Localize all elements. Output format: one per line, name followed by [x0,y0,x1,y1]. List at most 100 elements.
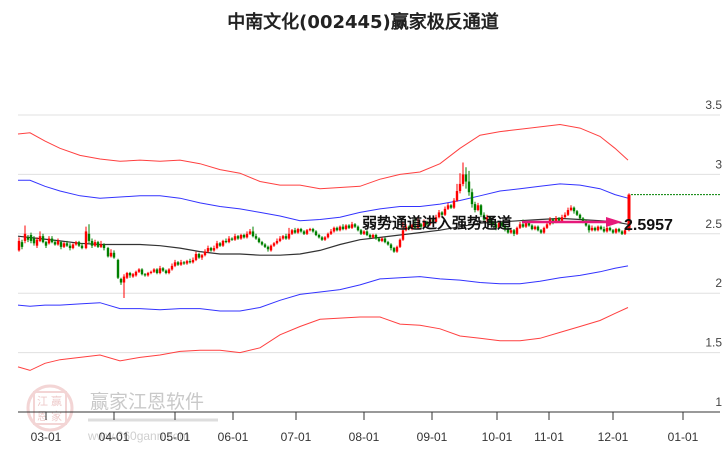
candle [87,233,91,241]
y-tick-label: 1.5 [705,336,722,350]
candle [23,233,27,241]
candle [335,227,339,231]
candle [185,261,189,264]
candle [116,259,120,278]
watermark-url: www.360gann.com [87,429,189,443]
candle [620,231,624,234]
watermark-logo-icon: 江 赢 恩 家 [26,384,74,432]
candle [32,238,36,244]
candle [299,229,303,232]
candle [497,223,501,228]
candle [599,226,603,230]
watermark-brand: 赢家江恩软件 [90,391,204,413]
x-tick-label: 03-01 [31,430,62,444]
candle [140,269,144,275]
candle [155,269,159,274]
candle [596,226,600,231]
candlesticks [17,162,631,298]
candle [112,252,116,258]
grid-lines [18,114,720,354]
candle [611,230,615,233]
candle [377,238,381,241]
candle [353,224,357,227]
candle [239,234,243,239]
candle [440,212,444,215]
candle [99,244,103,247]
candle [542,227,546,233]
candle [470,192,474,205]
svg-text:赢: 赢 [51,394,62,408]
candle [194,253,198,260]
candle [134,271,138,276]
candle [296,229,300,233]
candle [380,238,384,241]
candle [275,240,279,244]
candle [137,269,141,272]
middle-line [17,217,629,256]
candle [102,244,106,249]
candle [419,224,423,227]
candle [627,194,631,231]
candle [311,229,315,232]
svg-text:恩: 恩 [37,410,48,423]
candle [320,237,324,240]
last-price-label: 2.5957 [624,217,673,234]
candle [398,239,402,247]
y-tick-label: 3.5 [705,98,722,112]
candle [344,225,348,230]
candle [242,234,246,238]
candle [593,227,597,231]
candle [455,191,459,201]
candle [254,236,258,239]
candle [146,273,150,276]
candle [47,238,51,244]
y-axis-labels: 1 1.5 2 2.5 3 3.5 [705,98,722,409]
candle [263,244,267,247]
candle [473,204,477,211]
candle [449,205,453,208]
y-tick-label: 2.5 [705,217,722,231]
candle [545,224,549,228]
candle [518,224,522,228]
candle [578,214,582,219]
upper_outer-line [17,123,629,190]
candle [257,238,261,243]
candle [389,244,393,249]
candle [84,231,88,249]
candle [467,181,471,193]
candle [109,252,113,257]
candle [494,224,498,228]
svg-text:江: 江 [37,395,48,408]
candle [128,273,132,276]
candle [251,231,255,237]
candle [179,262,183,265]
candle [482,214,486,220]
candle [260,242,264,245]
candle [176,262,180,265]
candle [329,231,333,234]
x-tick-label: 10-01 [482,430,513,444]
candle [527,223,531,226]
x-tick-label: 07-01 [281,430,312,444]
candle [332,227,336,232]
candle [161,268,165,271]
candle [395,246,399,252]
candle [209,248,213,251]
upper_inner-line [18,179,629,222]
candle [173,262,177,266]
candle [302,231,306,234]
candle [428,219,432,225]
candle [446,205,450,209]
candle [317,234,321,238]
candle [584,221,588,226]
candle [53,242,57,245]
candle [272,243,276,246]
candle [491,221,495,225]
candle [623,230,627,234]
channel-bands [17,123,629,371]
candle [44,242,48,246]
candle [38,236,42,241]
candle [458,183,462,192]
candle [359,230,363,234]
candle [476,205,480,211]
